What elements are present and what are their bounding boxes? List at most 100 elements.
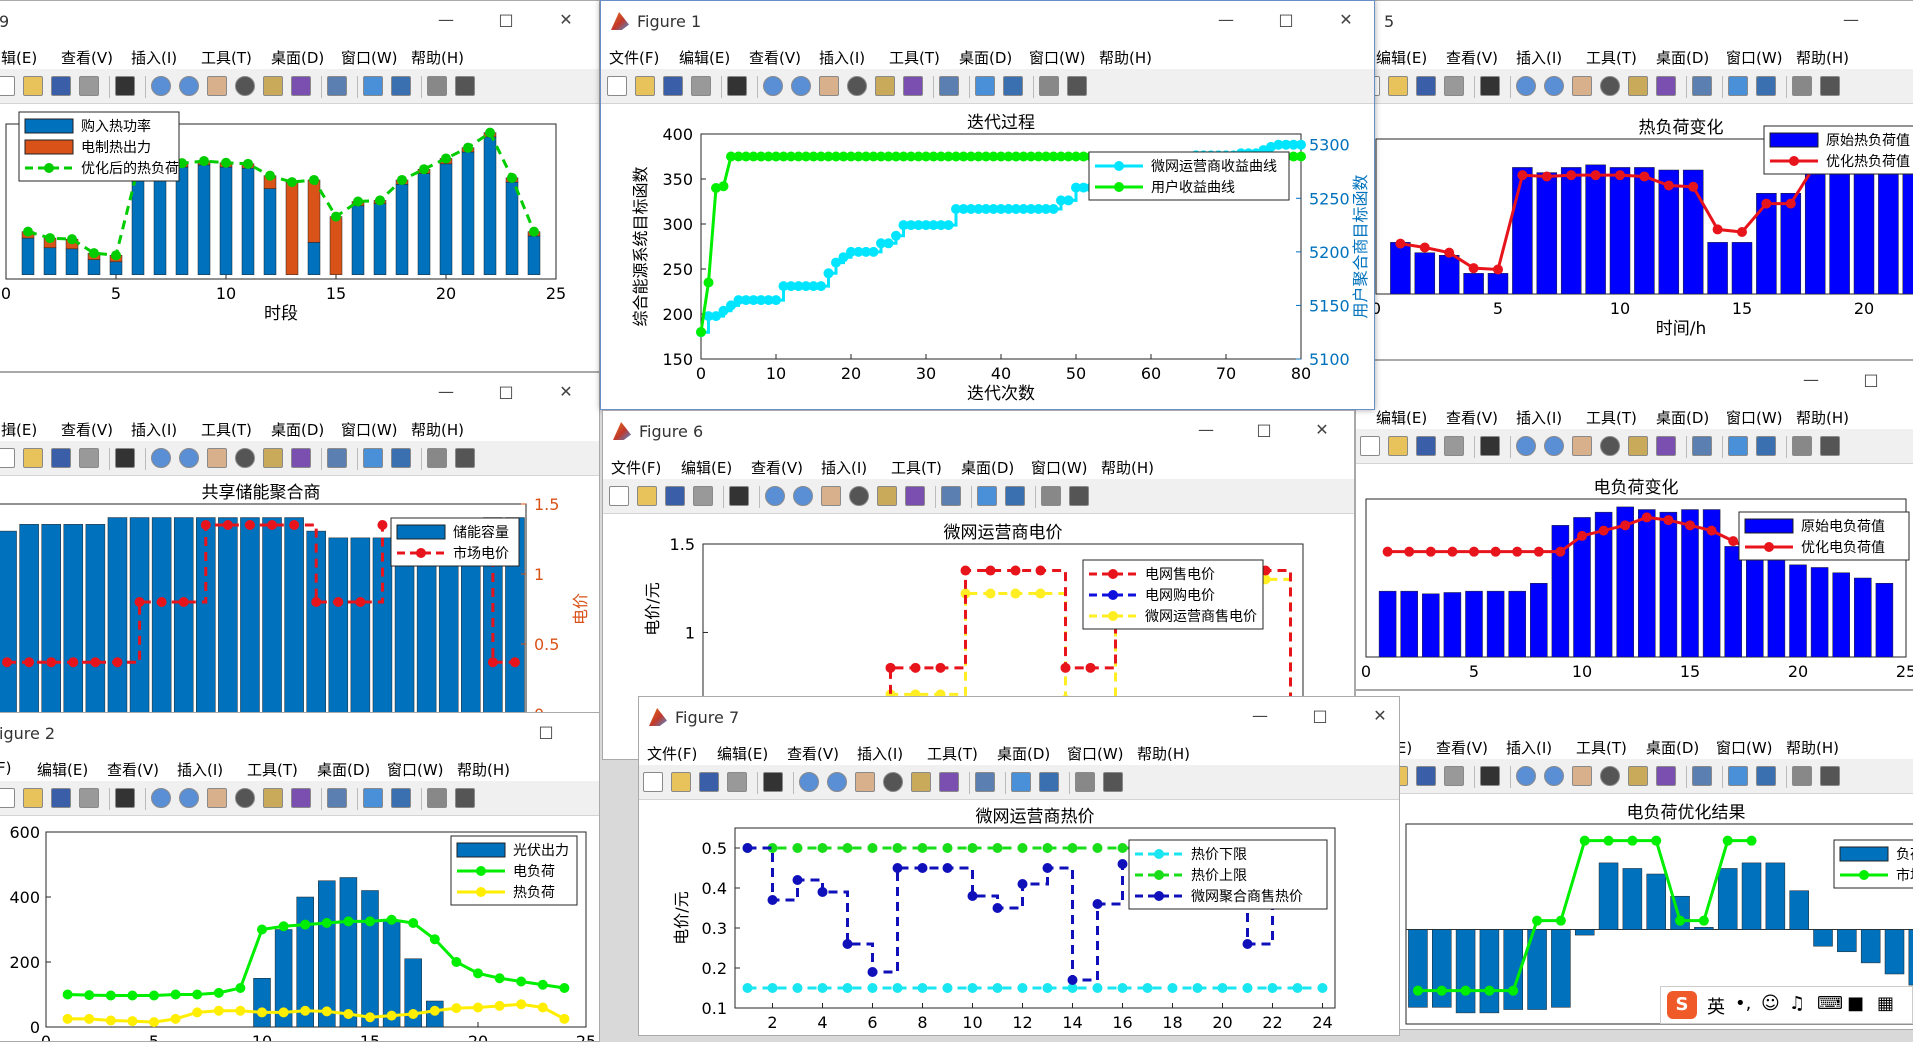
- close-button[interactable]: ✕: [1339, 10, 1353, 29]
- data-cursor-icon[interactable]: [1628, 436, 1648, 456]
- colorbar-icon[interactable]: [1728, 76, 1748, 96]
- data-cursor-icon[interactable]: [263, 76, 283, 96]
- zoom-in-icon[interactable]: [151, 448, 171, 468]
- link-plot-icon[interactable]: [327, 76, 347, 96]
- pointer-icon[interactable]: [1480, 766, 1500, 786]
- print-icon[interactable]: [79, 448, 99, 468]
- brush-icon[interactable]: [1656, 76, 1676, 96]
- colorbar-icon[interactable]: [1728, 766, 1748, 786]
- zoom-in-icon[interactable]: [1516, 436, 1536, 456]
- legend-icon[interactable]: [1039, 772, 1059, 792]
- menu-item[interactable]: 编辑(E): [717, 745, 769, 763]
- title-bar[interactable]: Figure 7 — □ ✕: [639, 697, 1399, 737]
- save-icon[interactable]: [1416, 76, 1436, 96]
- dock-icon[interactable]: [455, 448, 475, 468]
- zoom-in-icon[interactable]: [1516, 766, 1536, 786]
- microphone-icon[interactable]: ♫: [1789, 993, 1806, 1014]
- save-icon[interactable]: [699, 772, 719, 792]
- print-icon[interactable]: [691, 76, 711, 96]
- minimize-button[interactable]: —: [438, 382, 454, 401]
- pointer-icon[interactable]: [115, 448, 135, 468]
- figure-6-window[interactable]: Figure 6 — □ ✕ 文件(F) 编辑(E) 查看(V) 插入(I) 工具(T)…: [602, 410, 1355, 760]
- skin-icon[interactable]: ■: [1847, 993, 1865, 1014]
- menu-item[interactable]: 窗口(W): [1726, 409, 1783, 427]
- zoom-out-icon[interactable]: [791, 76, 811, 96]
- menu-item[interactable]: 帮助(H): [411, 421, 464, 439]
- dock-icon[interactable]: [455, 76, 475, 96]
- rotate-icon[interactable]: [235, 448, 255, 468]
- brush-icon[interactable]: [903, 76, 923, 96]
- save-icon[interactable]: [1416, 766, 1436, 786]
- legend-icon[interactable]: [1756, 766, 1776, 786]
- menu-item[interactable]: 桌面(D): [271, 421, 325, 439]
- figure-8-window[interactable]: 辑(E)查看(V)插入(I)工具(T)桌面(D)窗口(W)帮助(H) 电负荷优化…: [1355, 690, 1913, 1030]
- menu-item[interactable]: 查看(V): [1436, 739, 1488, 757]
- pan-icon[interactable]: [855, 772, 875, 792]
- menu-item[interactable]: F): [0, 759, 12, 777]
- rotate-icon[interactable]: [235, 76, 255, 96]
- legend-icon[interactable]: [391, 788, 411, 808]
- menu-item[interactable]: 编辑(E): [681, 459, 733, 477]
- menu-item[interactable]: 查看(V): [751, 459, 803, 477]
- menu-item[interactable]: 桌面(D): [1646, 739, 1700, 757]
- menu-item[interactable]: 编辑(E): [37, 761, 89, 779]
- figure-3-window[interactable]: — □ ✕ 揖(E) 查看(V) 插入(I) 工具(T) 桌面(D) 窗口(W) 帮助(H)…: [0, 372, 600, 722]
- data-cursor-icon[interactable]: [875, 76, 895, 96]
- pointer-icon[interactable]: [1480, 436, 1500, 456]
- title-bar[interactable]: — □ ✕: [0, 373, 599, 413]
- link-plot-icon[interactable]: [327, 788, 347, 808]
- rotate-icon[interactable]: [849, 486, 869, 506]
- figure-2-window[interactable]: igure 2 □ F) 编辑(E) 查看(V) 插入(I) 工具(T) 桌面(D) 窗口(…: [0, 712, 600, 1042]
- new-file-icon[interactable]: [609, 486, 629, 506]
- link-plot-icon[interactable]: [1692, 436, 1712, 456]
- pointer-icon[interactable]: [763, 772, 783, 792]
- print-icon[interactable]: [79, 76, 99, 96]
- menu-item[interactable]: 帮助(H): [1796, 409, 1849, 427]
- hide-tools-icon[interactable]: [1075, 772, 1095, 792]
- menu-item[interactable]: 查看(V): [107, 761, 159, 779]
- dock-icon[interactable]: [1069, 486, 1089, 506]
- pan-icon[interactable]: [821, 486, 841, 506]
- minimize-button[interactable]: —: [1252, 706, 1268, 725]
- colorbar-icon[interactable]: [975, 76, 995, 96]
- pointer-icon[interactable]: [729, 486, 749, 506]
- close-button[interactable]: ✕: [559, 10, 573, 29]
- menu-item[interactable]: 插入(I): [131, 49, 178, 67]
- brush-icon[interactable]: [1656, 766, 1676, 786]
- open-folder-icon[interactable]: [1388, 436, 1408, 456]
- maximize-button[interactable]: □: [498, 382, 514, 401]
- pan-icon[interactable]: [207, 788, 227, 808]
- maximize-button[interactable]: □: [1256, 420, 1272, 439]
- menu-item[interactable]: 查看(V): [787, 745, 839, 763]
- zoom-in-icon[interactable]: [151, 788, 171, 808]
- menu-item[interactable]: 桌面(D): [961, 459, 1015, 477]
- dock-icon[interactable]: [455, 788, 475, 808]
- menu-item[interactable]: 帮助(H): [1099, 49, 1152, 67]
- data-cursor-icon[interactable]: [1628, 766, 1648, 786]
- open-folder-icon[interactable]: [23, 76, 43, 96]
- colorbar-icon[interactable]: [363, 448, 383, 468]
- menu-item[interactable]: 文件(F): [647, 745, 698, 763]
- new-file-icon[interactable]: [607, 76, 627, 96]
- brush-icon[interactable]: [291, 76, 311, 96]
- title-bar[interactable]: Figure 1 — □ ✕: [601, 1, 1374, 41]
- rotate-icon[interactable]: [1600, 76, 1620, 96]
- zoom-in-icon[interactable]: [763, 76, 783, 96]
- punctuation-icon[interactable]: •,: [1735, 993, 1752, 1014]
- open-folder-icon[interactable]: [671, 772, 691, 792]
- menu-item[interactable]: 窗口(W): [1067, 745, 1124, 763]
- minimize-button[interactable]: —: [1218, 10, 1234, 29]
- menu-item[interactable]: 工具(T): [1586, 409, 1637, 427]
- menu-item[interactable]: 文件(F): [611, 459, 662, 477]
- pan-icon[interactable]: [207, 76, 227, 96]
- menu-item[interactable]: 工具(T): [891, 459, 942, 477]
- hide-tools-icon[interactable]: [1792, 436, 1812, 456]
- zoom-in-icon[interactable]: [1516, 76, 1536, 96]
- menu-item[interactable]: 揖(E): [1, 421, 38, 439]
- figure-7-window[interactable]: Figure 7 — □ ✕ 文件(F) 编辑(E) 查看(V) 插入(I) 工具(T)…: [638, 696, 1400, 1036]
- minimize-button[interactable]: —: [1803, 370, 1819, 389]
- menu-item[interactable]: 帮助(H): [1101, 459, 1154, 477]
- dock-icon[interactable]: [1820, 766, 1840, 786]
- dock-icon[interactable]: [1103, 772, 1123, 792]
- rotate-icon[interactable]: [1600, 766, 1620, 786]
